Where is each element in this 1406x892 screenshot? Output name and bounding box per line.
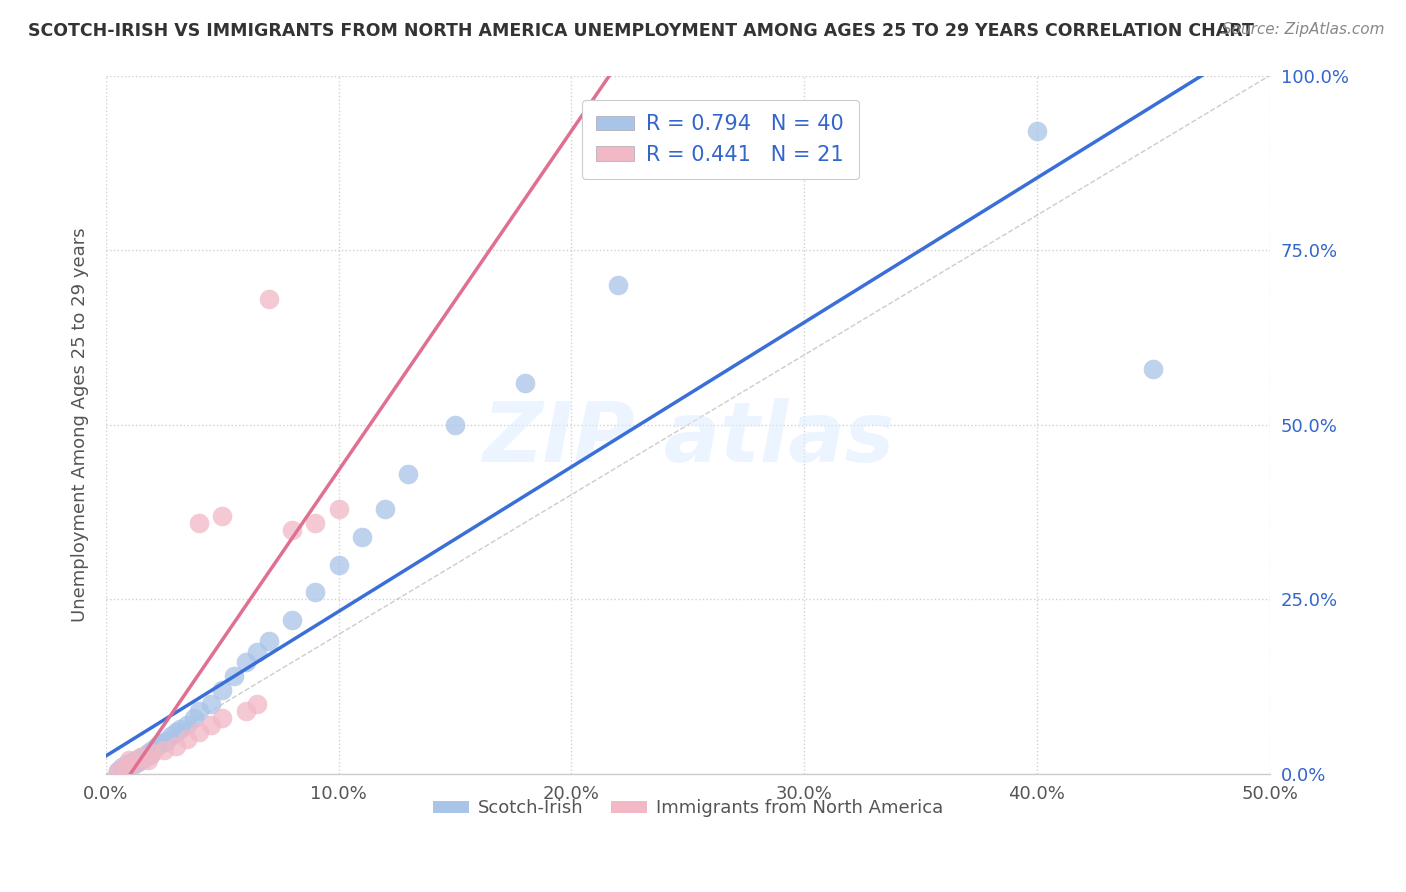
- Point: [513, 376, 536, 390]
- Point: [107, 764, 129, 778]
- Point: [169, 722, 191, 736]
- Point: [121, 755, 143, 769]
- Point: [211, 508, 233, 523]
- Point: [1026, 124, 1049, 138]
- Point: [176, 718, 198, 732]
- Point: [304, 585, 326, 599]
- Point: [132, 752, 155, 766]
- Point: [125, 753, 148, 767]
- Point: [222, 669, 245, 683]
- Point: [188, 725, 211, 739]
- Point: [188, 704, 211, 718]
- Point: [118, 758, 141, 772]
- Point: [304, 516, 326, 530]
- Point: [114, 760, 136, 774]
- Point: [111, 760, 134, 774]
- Point: [139, 747, 162, 762]
- Point: [115, 756, 138, 771]
- Point: [200, 718, 222, 732]
- Point: [374, 501, 396, 516]
- Point: [165, 725, 187, 739]
- Point: [281, 614, 304, 628]
- Point: [118, 753, 141, 767]
- Point: [122, 756, 145, 771]
- Point: [150, 736, 173, 750]
- Point: [281, 523, 304, 537]
- Point: [176, 732, 198, 747]
- Point: [398, 467, 420, 481]
- Point: [235, 656, 257, 670]
- Point: [122, 756, 145, 771]
- Point: [211, 683, 233, 698]
- Text: ZIP atlas: ZIP atlas: [482, 399, 894, 479]
- Point: [141, 742, 163, 756]
- Point: [155, 733, 177, 747]
- Point: [607, 278, 630, 293]
- Text: SCOTCH-IRISH VS IMMIGRANTS FROM NORTH AMERICA UNEMPLOYMENT AMONG AGES 25 TO 29 Y: SCOTCH-IRISH VS IMMIGRANTS FROM NORTH AM…: [28, 22, 1254, 40]
- Point: [257, 292, 280, 306]
- Point: [136, 753, 159, 767]
- Point: [153, 742, 176, 756]
- Point: [141, 746, 163, 760]
- Point: [328, 501, 350, 516]
- Y-axis label: Unemployment Among Ages 25 to 29 years: Unemployment Among Ages 25 to 29 years: [72, 227, 89, 622]
- Point: [235, 704, 257, 718]
- Point: [129, 749, 152, 764]
- Point: [246, 645, 269, 659]
- Point: [165, 739, 187, 754]
- Point: [200, 698, 222, 712]
- Point: [146, 739, 169, 754]
- Point: [188, 516, 211, 530]
- Point: [183, 711, 205, 725]
- Point: [160, 729, 183, 743]
- Point: [257, 634, 280, 648]
- Legend: Scotch-Irish, Immigrants from North America: Scotch-Irish, Immigrants from North Amer…: [426, 792, 950, 824]
- Point: [211, 711, 233, 725]
- Point: [1142, 362, 1164, 376]
- Point: [136, 746, 159, 760]
- Point: [350, 530, 373, 544]
- Text: Source: ZipAtlas.com: Source: ZipAtlas.com: [1222, 22, 1385, 37]
- Point: [114, 762, 136, 776]
- Point: [246, 698, 269, 712]
- Point: [128, 755, 150, 769]
- Point: [328, 558, 350, 572]
- Point: [444, 417, 467, 432]
- Point: [129, 749, 152, 764]
- Point: [107, 764, 129, 778]
